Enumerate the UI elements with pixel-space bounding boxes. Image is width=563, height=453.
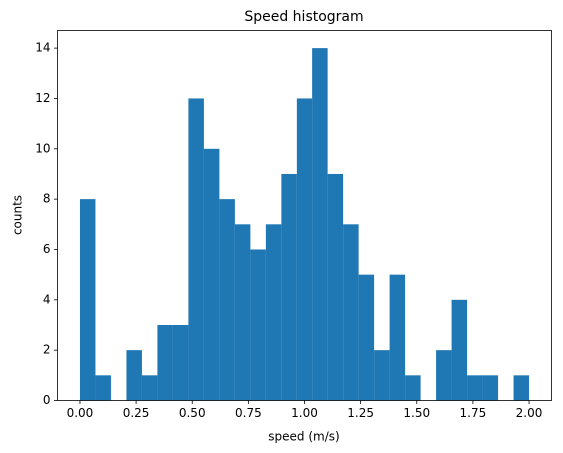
x-tick-label: 0.50	[179, 406, 206, 420]
bar	[126, 350, 142, 401]
bar	[188, 98, 204, 401]
x-tick-label: 2.00	[516, 406, 543, 420]
bar	[234, 224, 251, 401]
x-axis-label: speed (m/s)	[268, 430, 339, 444]
y-tick-label: 10	[35, 141, 50, 155]
bar	[157, 324, 173, 401]
bar	[451, 299, 468, 401]
bar	[172, 324, 189, 401]
y-tick-label: 4	[43, 292, 51, 306]
x-tick-label: 0.75	[235, 406, 262, 420]
bar	[467, 375, 483, 401]
bar	[405, 375, 421, 401]
x-tick-label: 1.50	[403, 406, 430, 420]
bar	[312, 48, 328, 401]
bar	[265, 224, 282, 401]
bar	[482, 375, 499, 401]
bar	[250, 249, 266, 401]
y-tick-label: 12	[35, 91, 50, 105]
bar	[281, 173, 297, 401]
bar	[343, 224, 359, 401]
bar	[95, 375, 111, 401]
chart-title: Speed histogram	[244, 9, 363, 25]
bar	[203, 148, 220, 401]
y-tick-label: 14	[35, 41, 50, 55]
x-tick-label: 0.25	[123, 406, 150, 420]
bar	[389, 274, 406, 401]
bar	[79, 199, 96, 401]
x-tick-label: 1.75	[460, 406, 487, 420]
y-tick-label: 6	[43, 242, 51, 256]
x-tick-label: 1.00	[291, 406, 318, 420]
bar	[219, 199, 235, 401]
bar	[141, 375, 158, 401]
x-tick-label: 0.00	[67, 406, 94, 420]
bar	[436, 350, 452, 401]
bar	[374, 350, 390, 401]
bar	[513, 375, 530, 401]
bar	[296, 98, 313, 401]
y-tick-label: 2	[43, 343, 51, 357]
y-axis-label: counts	[11, 195, 25, 235]
x-tick-label: 1.25	[347, 406, 374, 420]
y-tick-label: 0	[43, 393, 51, 407]
bar	[358, 274, 375, 401]
bar	[327, 173, 344, 401]
y-tick-label: 8	[43, 192, 51, 206]
